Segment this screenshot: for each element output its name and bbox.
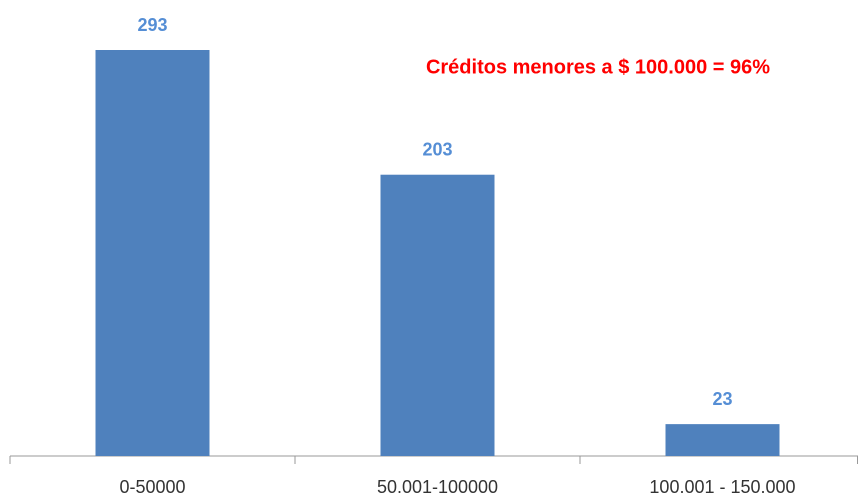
bar: [95, 50, 210, 456]
value-label: 293: [137, 15, 167, 35]
x-tick-label: 50.001-100000: [377, 477, 498, 497]
value-label: 23: [712, 389, 732, 409]
value-label: 203: [422, 139, 452, 159]
bar: [380, 174, 495, 456]
x-tick-label: 100.001 - 150.000: [649, 477, 795, 497]
x-tick-label: 0-50000: [119, 477, 185, 497]
annotation: Créditos menores a $ 100.000 = 96%: [426, 56, 770, 78]
bar: [665, 424, 780, 456]
